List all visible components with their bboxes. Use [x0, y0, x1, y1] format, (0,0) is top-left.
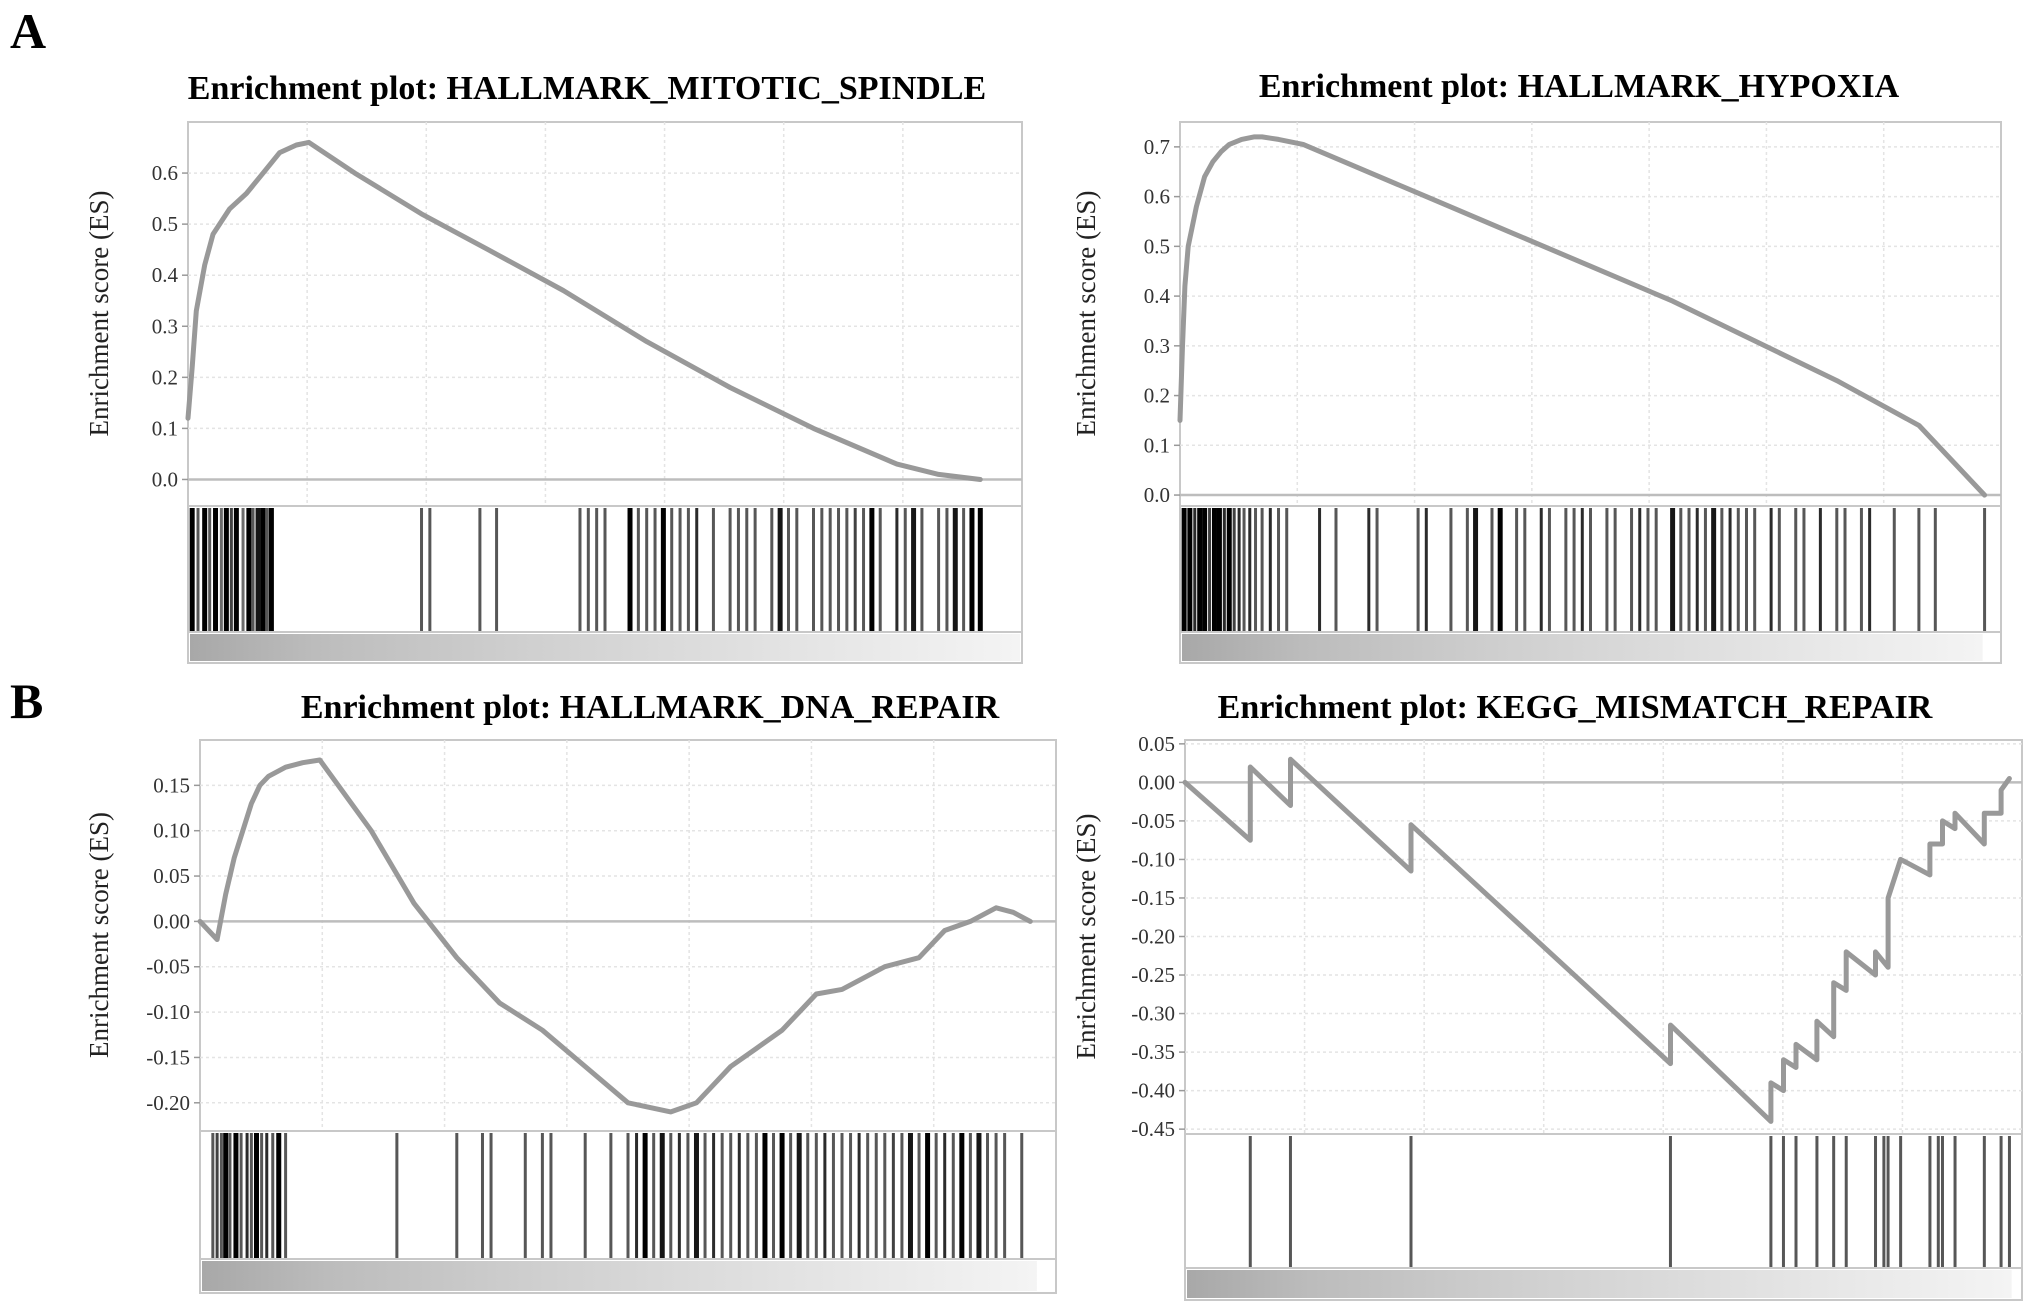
y-tick-label: 0.05 [1138, 732, 1175, 756]
y-tick-label: 0.2 [152, 365, 178, 389]
ranked-list-strip [190, 634, 1020, 661]
y-axis-label: Enrichment score (ES) [84, 191, 114, 437]
chart-frame [1184, 739, 2023, 1301]
y-tick-label: -0.30 [1131, 1002, 1175, 1026]
chart-4: Enrichment plot: KEGG_MISMATCH_REPAIR 0.0… [1071, 689, 2023, 1301]
chart-title: Enrichment plot: KEGG_MISMATCH_REPAIR [1218, 689, 1933, 726]
y-tick-label: 0.0 [1144, 483, 1170, 507]
panel-label-a: A [10, 3, 46, 59]
ranked-list-strip [202, 1261, 1037, 1291]
y-tick-label: 0.00 [1138, 770, 1175, 794]
y-tick-label: -0.05 [1131, 809, 1175, 833]
y-tick-label: -0.10 [1131, 847, 1175, 871]
y-tick-label: -0.05 [146, 955, 190, 979]
ranked-list-strip [1187, 1270, 2012, 1298]
y-tick-label: 0.2 [1144, 384, 1170, 408]
chart-title: Enrichment plot: HALLMARK_HYPOXIA [1259, 68, 1900, 105]
y-tick-label: -0.10 [146, 1000, 190, 1024]
chart-title: Enrichment plot: HALLMARK_DNA_REPAIR [301, 689, 1000, 726]
enrichment-score-line [1177, 134, 1988, 498]
y-tick-label: 0.5 [152, 212, 178, 236]
y-tick-label: 0.5 [1144, 234, 1170, 258]
y-tick-label: 0.15 [153, 773, 190, 797]
y-tick-label: 0.4 [152, 263, 179, 287]
enrichment-score-line [197, 757, 1033, 1115]
y-tick-label: 0.6 [152, 161, 178, 185]
y-tick-label: 0.00 [153, 909, 190, 933]
chart-2: Enrichment plot: HALLMARK_HYPOXIA 0.0 0.1 0… [1071, 68, 2002, 664]
y-tick-label: 0.10 [153, 819, 190, 843]
y-tick-label: -0.20 [146, 1091, 190, 1115]
y-tick-label: -0.40 [1131, 1079, 1175, 1103]
chart-title: Enrichment plot: HALLMARK_MITOTIC_SPINDL… [188, 70, 986, 107]
y-tick-label: -0.15 [1131, 886, 1175, 910]
y-axis-label: Enrichment score (ES) [1071, 814, 1101, 1060]
y-tick-label: -0.25 [1131, 963, 1175, 987]
y-tick-label: 0.6 [1144, 185, 1170, 209]
y-tick-label: -0.20 [1131, 925, 1175, 949]
y-tick-label: 0.7 [1144, 135, 1170, 159]
y-tick-label: -0.15 [146, 1045, 190, 1069]
panel-label-b: B [10, 673, 43, 729]
chart-frame [199, 739, 1057, 1294]
y-tick-label: 0.4 [1144, 284, 1171, 308]
chart-3: Enrichment plot: HALLMARK_DNA_REPAIR 0.15… [84, 689, 1057, 1294]
y-tick-label: 0.1 [152, 416, 178, 440]
y-axis-label: Enrichment score (ES) [84, 812, 114, 1058]
y-tick-label: -0.45 [1131, 1117, 1175, 1141]
chart-1: Enrichment plot: HALLMARK_MITOTIC_SPINDL… [84, 70, 1023, 664]
y-tick-label: 0.3 [1144, 334, 1170, 358]
y-tick-label: 0.05 [153, 864, 190, 888]
ranked-list-strip [1182, 634, 1983, 661]
enrichment-score-line [1182, 756, 2012, 1124]
y-axis-label: Enrichment score (ES) [1071, 191, 1101, 437]
y-tick-label: 0.0 [152, 467, 178, 491]
y-tick-label: 0.1 [1144, 433, 1170, 457]
y-tick-label: -0.35 [1131, 1040, 1175, 1064]
y-tick-label: 0.3 [152, 314, 178, 338]
enrichment-score-line [185, 139, 983, 482]
